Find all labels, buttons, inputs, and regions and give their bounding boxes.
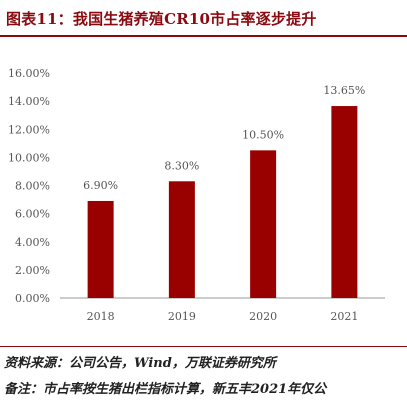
y-tick-label: 6.00% xyxy=(15,208,50,221)
bar xyxy=(168,181,195,298)
bar xyxy=(331,106,358,298)
x-tick-label: 2021 xyxy=(330,310,358,323)
y-tick-label: 16.00% xyxy=(8,67,50,80)
bar-value-label: 6.90% xyxy=(83,179,118,192)
bar-value-label: 10.50% xyxy=(242,128,284,141)
y-axis: 0.00% 2.00% 4.00% 6.00% 8.00% 10.00% 12.00% 14.… xyxy=(8,67,50,305)
footer-divider xyxy=(0,346,407,347)
y-tick-label: 10.00% xyxy=(8,151,50,164)
source-text: 资料来源：公司公告，Wind，万联证券研究所 xyxy=(4,356,276,371)
y-tick-label: 4.00% xyxy=(15,236,50,249)
bars xyxy=(87,106,358,298)
note-text: 备注：市占率按生猪出栏指标计算，新五丰2021年仅公 xyxy=(4,382,327,397)
chart-title: 图表11：我国生猪养殖CR10市占率逐步提升 xyxy=(6,10,317,28)
x-tick-label: 2020 xyxy=(249,310,277,323)
y-tick-label: 14.00% xyxy=(8,95,50,108)
bar-value-label: 13.65% xyxy=(323,84,365,97)
x-axis: 2018 2019 2020 2021 xyxy=(87,310,359,323)
x-tick-label: 2018 xyxy=(87,310,115,323)
bar-value-labels: 6.90% 8.30% 10.50% 13.65% xyxy=(83,84,365,192)
bar xyxy=(87,200,114,298)
title-divider xyxy=(0,35,407,37)
x-tick-label: 2019 xyxy=(168,310,196,323)
y-tick-label: 0.00% xyxy=(15,292,50,305)
y-tick-label: 8.00% xyxy=(15,180,50,193)
bar xyxy=(250,150,277,298)
bar-value-label: 8.30% xyxy=(164,159,199,172)
y-tick-label: 2.00% xyxy=(15,264,50,277)
bar-chart: 0.00% 2.00% 4.00% 6.00% 8.00% 10.00% 12.00% 14.… xyxy=(8,67,385,323)
y-tick-label: 12.00% xyxy=(8,123,50,136)
